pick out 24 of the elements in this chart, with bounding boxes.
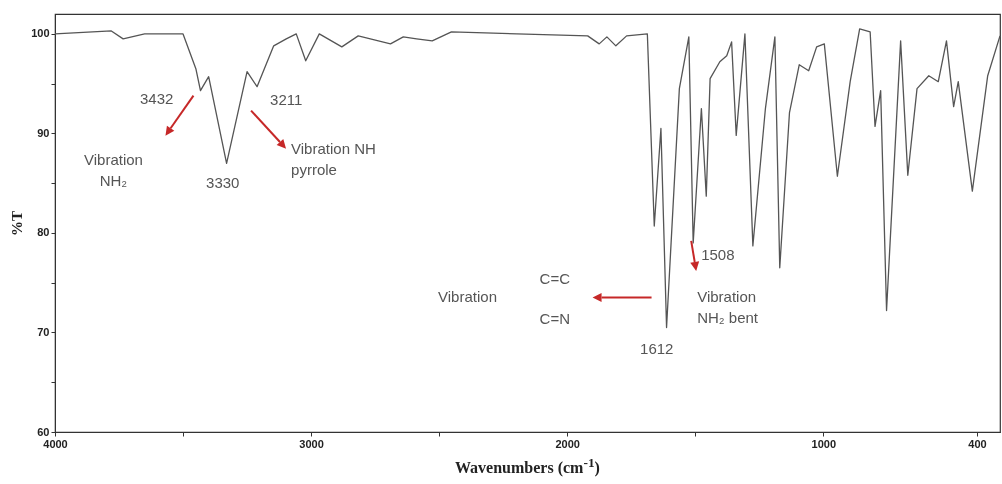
annotation: 1508 — [701, 244, 735, 265]
annotation: Vibration NH₂ bent — [697, 286, 760, 328]
y-tick-label: 70 — [37, 325, 50, 338]
y-axis-title: %T — [9, 210, 26, 237]
annotation: C=C — [539, 268, 570, 289]
x-tick-label: 4000 — [43, 437, 68, 450]
annotation: Vibration — [438, 286, 497, 307]
annotation: C=N — [539, 308, 570, 329]
annotation: 3211 — [270, 89, 303, 110]
x-tick-label: 1000 — [811, 437, 837, 450]
y-tick-label: 100 — [31, 27, 50, 40]
annotation: 1612 — [640, 338, 674, 359]
y-tick-label: 60 — [37, 425, 50, 438]
x-tick-label: 3000 — [299, 437, 324, 450]
annotation: Vibration NH pyrrole — [291, 138, 377, 180]
x-tick-label: 2000 — [555, 437, 580, 450]
line-series — [54, 28, 1001, 329]
annotation: Vibration NH₂ — [83, 149, 144, 191]
y-tick-label: 80 — [37, 226, 50, 239]
annotation: 3432 — [139, 88, 174, 109]
y-tick-label: 90 — [37, 126, 50, 139]
x-tick-label: 400 — [968, 437, 987, 450]
x-axis-title: Wavenumbers (cm$^{-1}$) — [455, 455, 600, 478]
annotation: 3330 — [206, 173, 240, 194]
